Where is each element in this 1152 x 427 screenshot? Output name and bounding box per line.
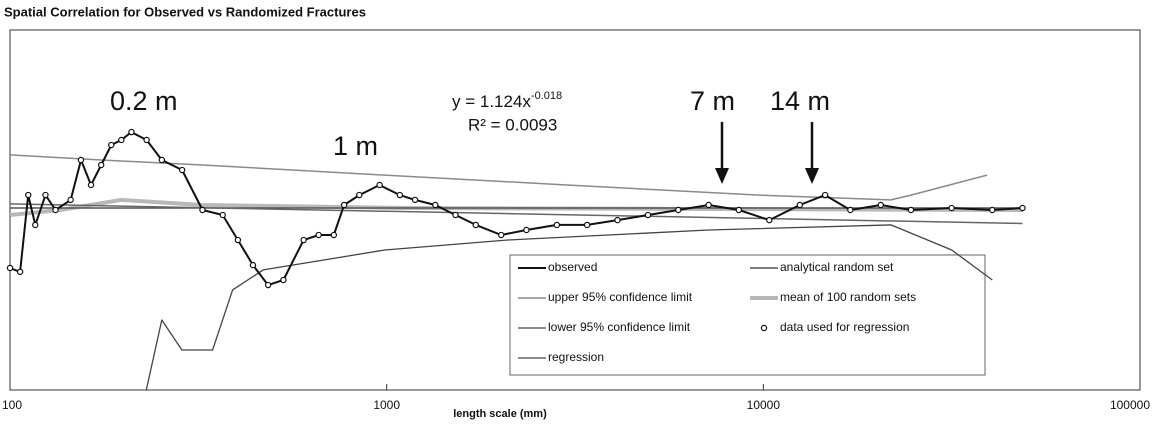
legend-label: analytical random set [780, 260, 894, 274]
data-point [315, 231, 322, 239]
x-tick-label: 100000 [1110, 398, 1150, 412]
legend-label: mean of 100 random sets [780, 290, 916, 304]
annotation: 14 m [770, 86, 830, 116]
data-point [108, 141, 115, 149]
data-point [847, 206, 854, 214]
data-point [32, 221, 39, 229]
data-point [948, 204, 955, 212]
data-point [234, 236, 242, 244]
legend-marker [760, 324, 768, 332]
data-point [497, 231, 505, 239]
data-point [452, 211, 459, 219]
data-point [796, 201, 804, 209]
data-point [264, 281, 272, 289]
equation-text: y = 1.124x [452, 92, 531, 111]
series-line [145, 224, 993, 391]
equation: y = 1.124x-0.018 [452, 90, 562, 112]
legend-label: data used for regression [780, 320, 909, 334]
chart-title: Spatial Correlation for Observed vs Rand… [4, 4, 366, 19]
legend: observed analytical random set upper 95% c… [509, 254, 986, 376]
data-point [128, 128, 135, 136]
data-point [25, 191, 32, 199]
data-point [396, 191, 404, 199]
series-line [9, 203, 1023, 225]
data-point [300, 236, 307, 244]
arrows [715, 122, 819, 184]
data-point [766, 216, 773, 224]
legend-label: lower 95% confidence limit [548, 320, 691, 334]
data-point [614, 216, 621, 224]
data-point [735, 206, 743, 214]
data-point [77, 156, 85, 164]
data-point [523, 226, 530, 234]
data-point [907, 206, 915, 214]
data-point [87, 181, 95, 189]
data-point [97, 161, 105, 169]
data-point [472, 221, 479, 229]
legend-box [509, 254, 986, 376]
data-point [432, 201, 439, 209]
data-point [280, 276, 287, 284]
data-point [67, 196, 74, 204]
equation-exponent: -0.018 [531, 90, 562, 102]
data-point [583, 221, 591, 229]
data-point [219, 211, 226, 219]
legend-label: upper 95% confidence limit [548, 290, 693, 304]
data-point [411, 196, 419, 204]
data-point [821, 191, 829, 199]
series-line [9, 154, 988, 201]
data-point [158, 156, 166, 164]
data-point [249, 261, 257, 269]
legend-label: observed [548, 260, 597, 274]
data-point [877, 201, 884, 209]
data-point [644, 211, 652, 219]
data-point [330, 231, 338, 239]
data-point [178, 166, 186, 174]
x-tick-label: 10000 [747, 398, 781, 412]
r-squared: R² = 0.0093 [468, 115, 557, 134]
data-point [675, 206, 682, 214]
data-point [989, 206, 996, 214]
data-point [356, 191, 363, 199]
data-point [118, 136, 125, 144]
data-point [143, 136, 150, 144]
annotation: 1 m [333, 131, 378, 161]
data-point [199, 206, 206, 214]
annotation: 0.2 m [110, 86, 178, 116]
legend-label: regression [548, 350, 604, 364]
x-tick-label: 100 [2, 398, 22, 412]
data-point [376, 181, 383, 189]
x-tick-label: 1000 [373, 398, 400, 412]
data-point [16, 268, 24, 276]
data-point [42, 191, 49, 199]
x-axis-label: length scale (mm) [453, 408, 547, 420]
data-point [6, 264, 14, 272]
data-point [705, 201, 712, 209]
annotation: 7 m [690, 86, 735, 116]
data-point [1019, 204, 1026, 212]
data-point [52, 206, 59, 214]
data-point [553, 221, 561, 229]
data-point [340, 201, 348, 209]
